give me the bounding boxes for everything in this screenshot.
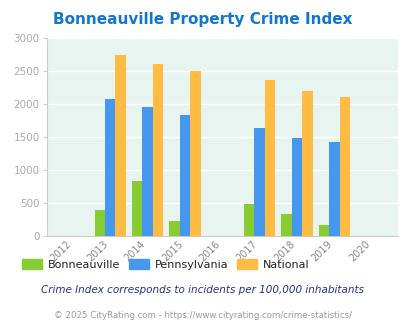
Bar [152,64,163,236]
Legend: Bonneauville, Pennsylvania, National: Bonneauville, Pennsylvania, National [18,255,313,274]
Bar [291,138,301,236]
Bar [318,225,328,236]
Text: © 2025 CityRating.com - https://www.cityrating.com/crime-statistics/: © 2025 CityRating.com - https://www.city… [54,311,351,320]
Bar [142,107,152,236]
Bar [132,181,142,236]
Text: Bonneauville Property Crime Index: Bonneauville Property Crime Index [53,12,352,26]
Bar [105,99,115,236]
Bar [339,97,349,236]
Bar [190,71,200,236]
Bar [301,91,312,236]
Bar [328,142,339,236]
Bar [179,115,190,236]
Bar [243,204,254,236]
Bar [94,210,105,236]
Bar [169,221,179,236]
Text: Crime Index corresponds to incidents per 100,000 inhabitants: Crime Index corresponds to incidents per… [41,285,364,295]
Bar [254,128,264,236]
Bar [115,55,126,236]
Bar [281,214,291,236]
Bar [264,80,275,236]
